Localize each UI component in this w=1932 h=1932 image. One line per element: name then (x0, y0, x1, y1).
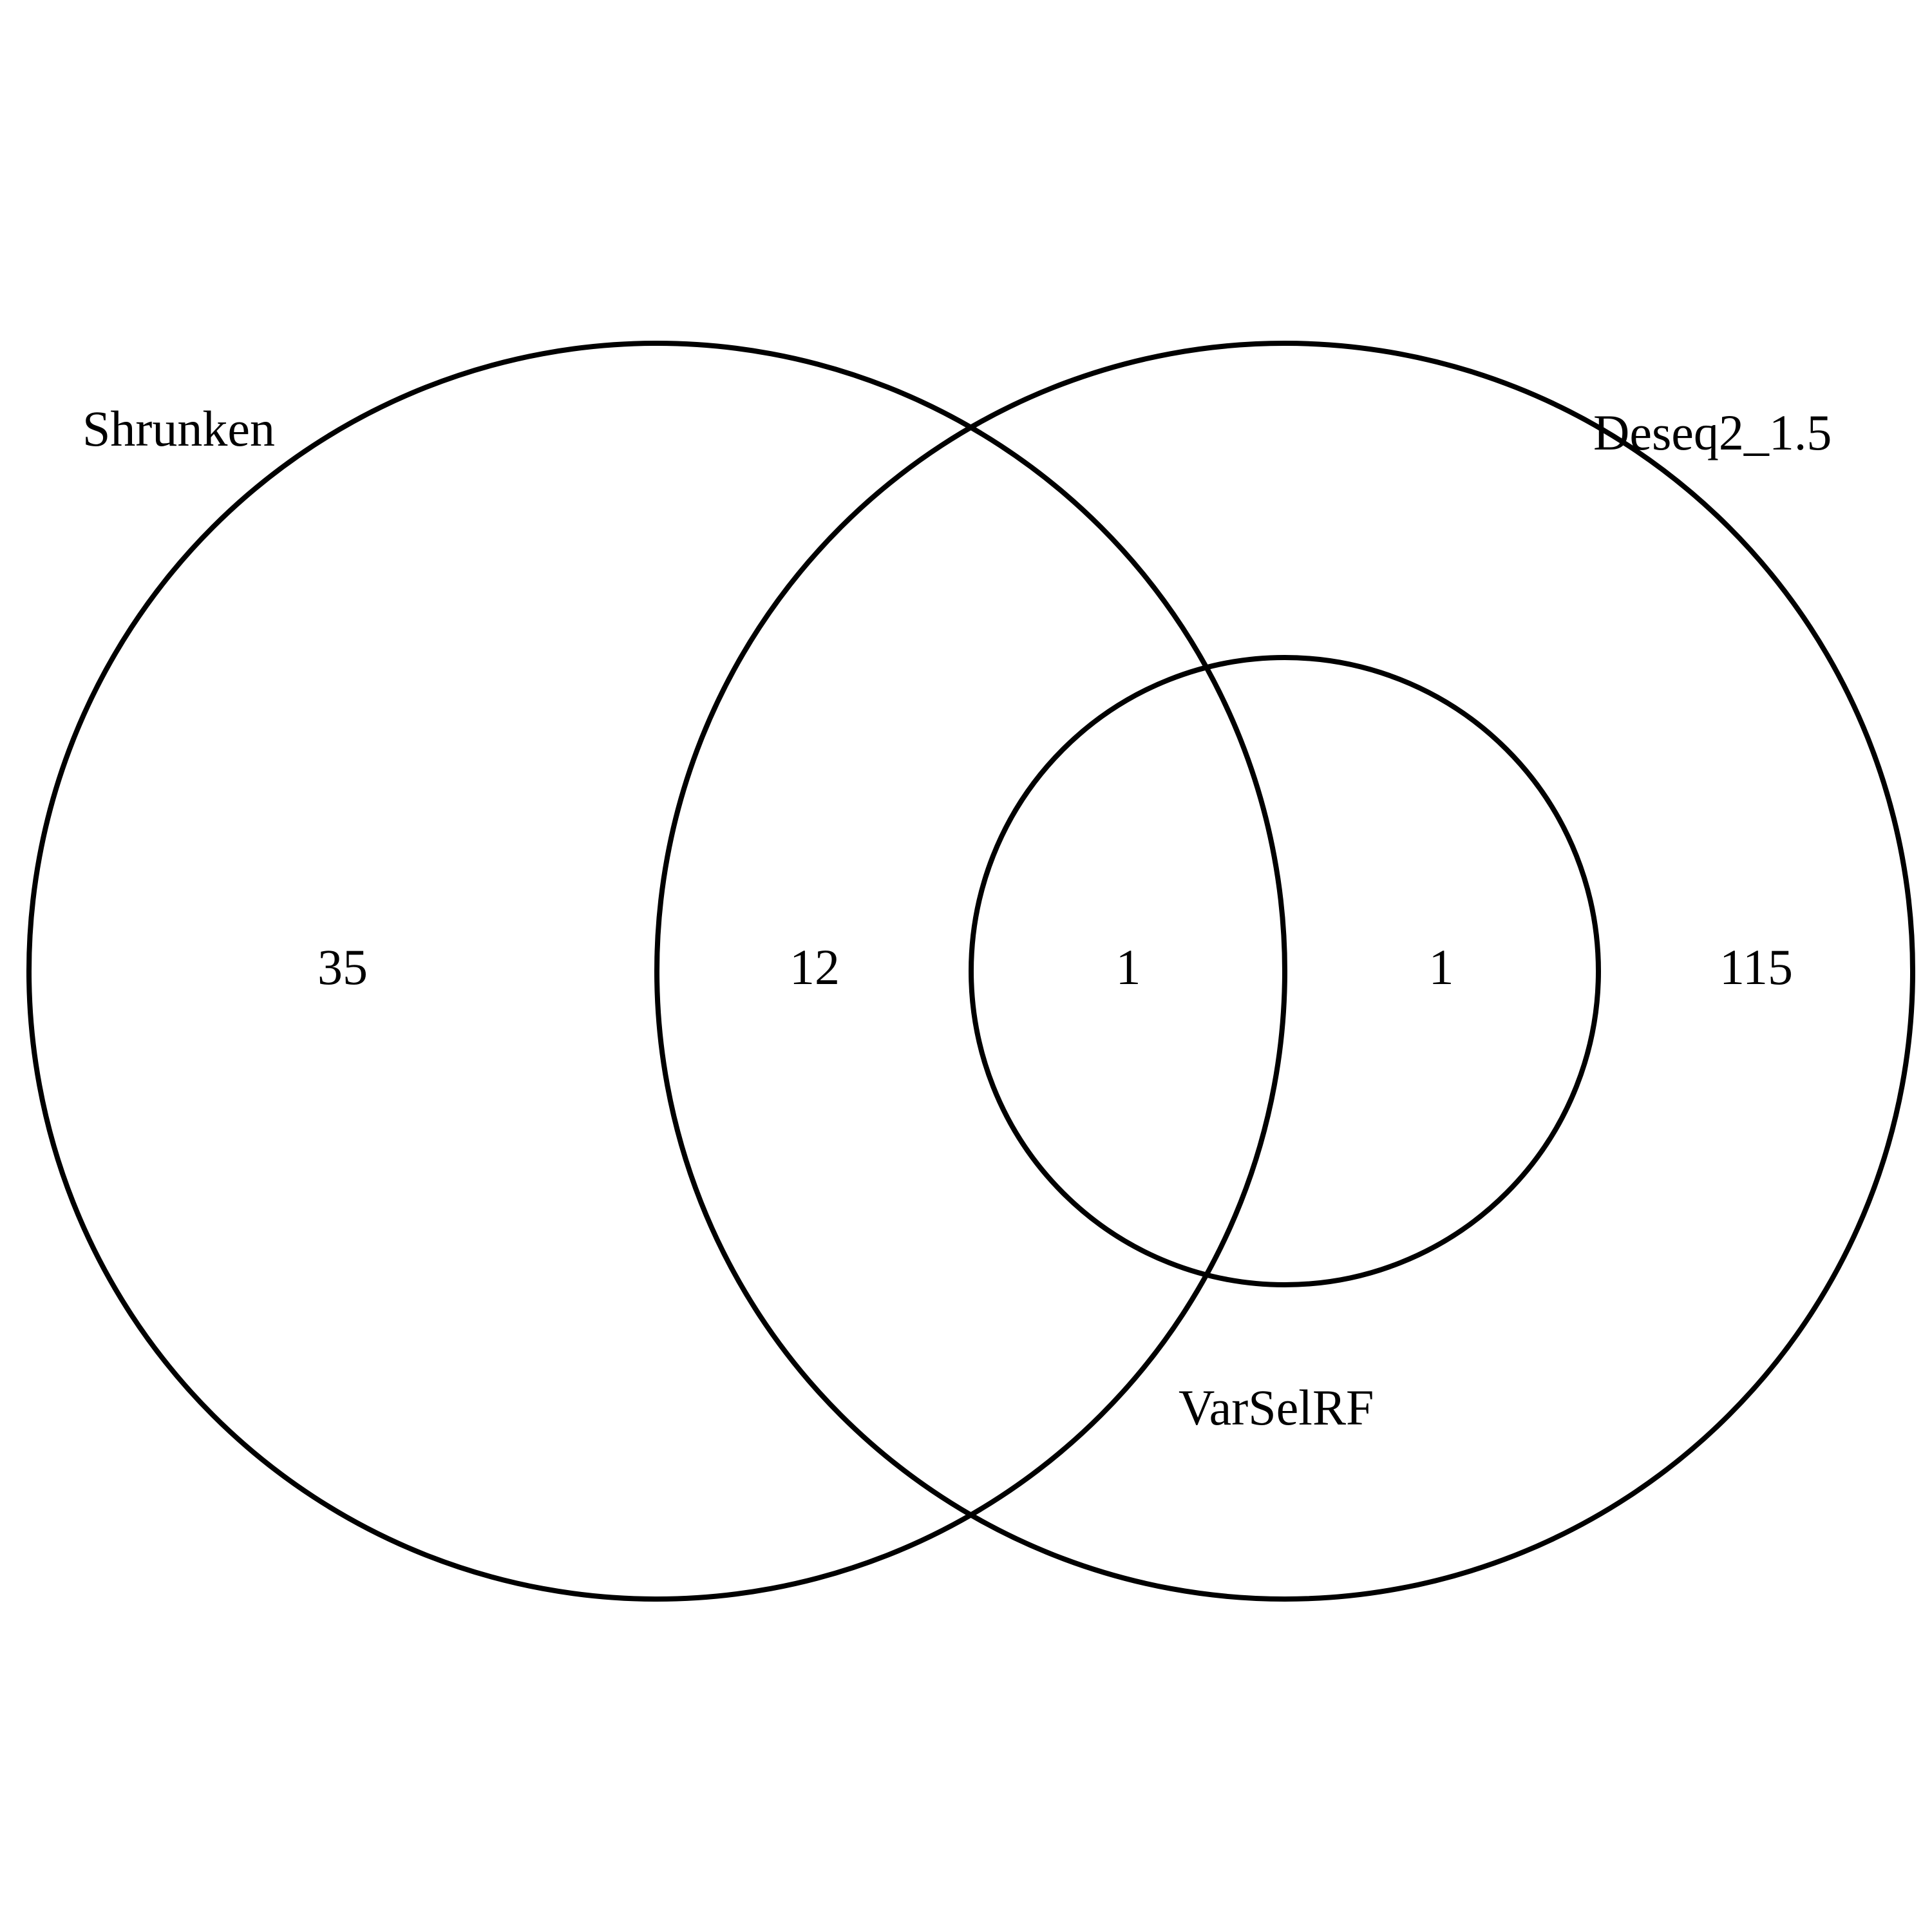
region-count-shrunken-only: 35 (317, 939, 368, 995)
region-count-deseq2-only: 115 (1719, 939, 1793, 995)
deseq2-circle (654, 341, 1915, 1602)
shrunken-label: Shrunken (82, 401, 275, 457)
region-count-shrunken-deseq2: 12 (790, 939, 840, 995)
varselrf-circle (969, 655, 1601, 1287)
region-count-all-three: 1 (1116, 939, 1141, 995)
region-count-deseq2-varselrf: 1 (1429, 939, 1454, 995)
shrunken-circle (26, 341, 1287, 1602)
varselrf-label: VarSelRF (1179, 1379, 1374, 1435)
deseq2-label: Deseq2_1.5 (1593, 404, 1832, 460)
